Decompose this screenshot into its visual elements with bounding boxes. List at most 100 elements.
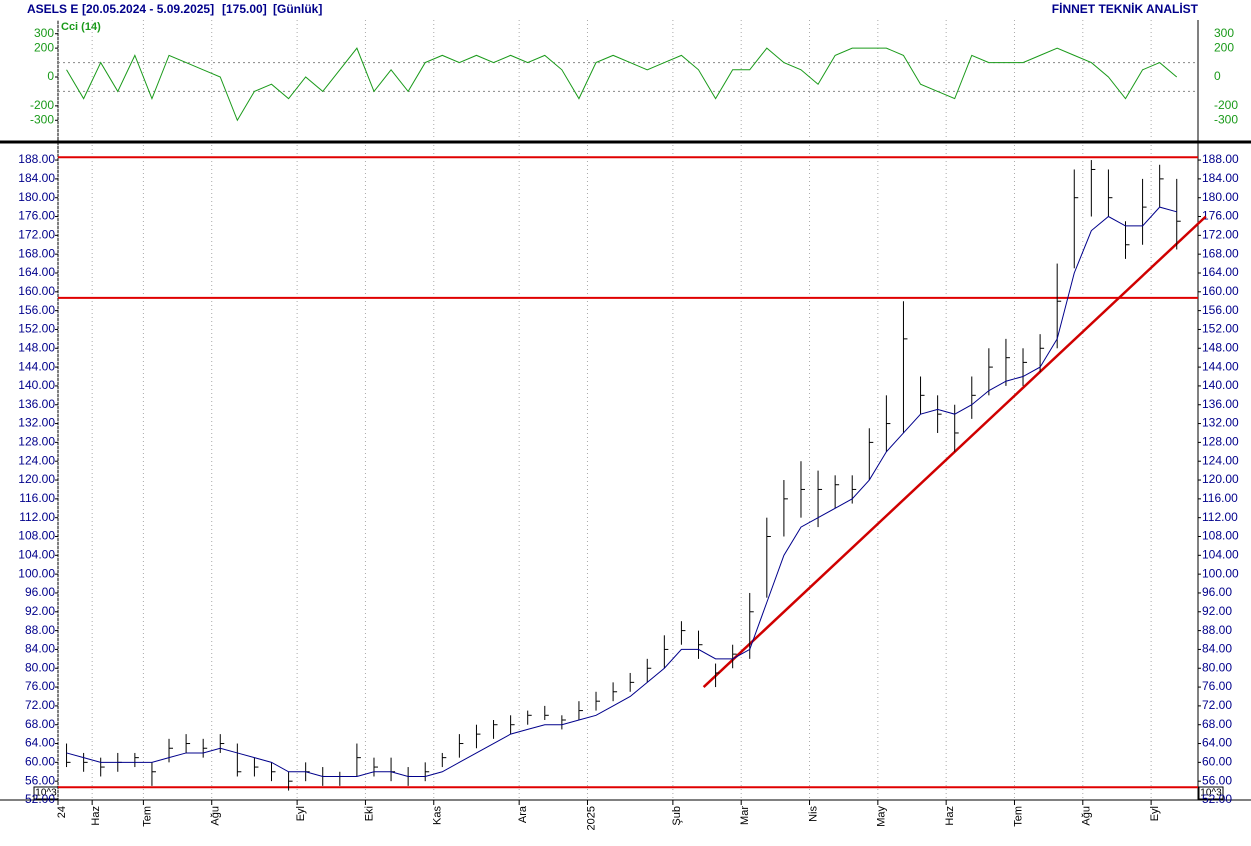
y-tick-label: 60.00: [1202, 755, 1232, 769]
y-tick-label: 100.00: [18, 566, 55, 580]
x-tick-label: 24: [56, 806, 68, 818]
y-tick-label: 140.00: [1202, 378, 1239, 392]
y-tick-label: 184.00: [18, 171, 55, 185]
y-tick-label: 148.00: [1202, 340, 1239, 354]
x-tick-label: 2025: [585, 806, 597, 830]
y-tick-label: 68.00: [1202, 717, 1232, 731]
y-tick-label: 120.00: [18, 472, 55, 486]
brand: FİNNET TEKNİK ANALİST: [1052, 1, 1199, 16]
cci-tick-label: 300: [1214, 26, 1234, 40]
y-tick-label: 136.00: [18, 397, 55, 411]
symbol: ASELS E: [27, 2, 78, 16]
y-tick-label: 80.00: [25, 660, 55, 674]
cci-title: Cci (14): [61, 21, 101, 33]
y-tick-label: 108.00: [18, 529, 55, 543]
y-tick-label: 160.00: [1202, 284, 1239, 298]
x-tick-label: Tem: [141, 806, 153, 827]
y-tick-label: 96.00: [25, 585, 55, 599]
x-tick-label: Haz: [944, 806, 956, 826]
x-tick-label: Şub: [671, 806, 683, 826]
y-tick-label: 148.00: [18, 340, 55, 354]
y-tick-label: 100.00: [1202, 566, 1239, 580]
y-tick-label: 92.00: [25, 604, 55, 618]
y-tick-label: 164.00: [18, 265, 55, 279]
y-tick-label: 128.00: [1202, 435, 1239, 449]
cci-tick-label: 200: [34, 40, 54, 54]
x-tick-label: Tem: [1012, 806, 1024, 827]
y-tick-label: 116.00: [19, 491, 55, 505]
y-tick-label: 168.00: [18, 246, 55, 260]
y-tick-label: 172.00: [1202, 228, 1239, 242]
y-tick-label: 132.00: [1202, 416, 1239, 430]
cci-tick-label: 0: [1214, 69, 1221, 83]
unit-box: [1198, 786, 1224, 800]
y-tick-label: 64.00: [1202, 736, 1232, 750]
y-tick-label: 180.00: [18, 190, 55, 204]
y-tick-label: 124.00: [18, 453, 55, 467]
x-tick-label: Eyl: [295, 806, 307, 821]
cci-tick-label: -300: [30, 112, 54, 126]
y-tick-label: 104.00: [18, 547, 55, 561]
y-tick-label: 156.00: [18, 303, 55, 317]
y-tick-label: 88.00: [1202, 623, 1232, 637]
y-tick-label: 132.00: [18, 416, 55, 430]
y-tick-label: 88.00: [25, 623, 55, 637]
y-tick-label: 84.00: [1202, 642, 1232, 656]
y-tick-label: 64.00: [25, 736, 55, 750]
y-tick-label: 140.00: [18, 378, 55, 392]
y-tick-label: 52.00: [1202, 792, 1232, 806]
y-tick-label: 144.00: [1202, 359, 1239, 373]
x-tick-label: Eyl: [1149, 806, 1161, 821]
y-tick-label: 112.00: [19, 510, 55, 524]
cci-line: [66, 47, 1178, 122]
unit-label: 10^3: [35, 788, 57, 799]
x-tick-label: Ağu: [210, 806, 222, 826]
cci-tick-label: 0: [47, 69, 54, 83]
y-tick-label: 104.00: [1202, 547, 1239, 561]
x-tick-label: Kas: [432, 806, 444, 825]
moving-average: [66, 206, 1177, 777]
x-tick-label: Mar: [739, 806, 751, 825]
unit-label: 10^3: [1200, 788, 1222, 799]
y-tick-label: 164.00: [1202, 265, 1239, 279]
y-tick-label: 136.00: [1202, 397, 1239, 411]
y-tick-label: 68.00: [25, 717, 55, 731]
y-tick-label: 52.00: [25, 792, 55, 806]
last-price: [175.00]: [222, 2, 267, 16]
cci-tick-label: -200: [1214, 98, 1238, 112]
y-tick-label: 160.00: [18, 284, 55, 298]
cci-tick-label: 200: [1214, 40, 1234, 54]
cci-tick-label: -300: [1214, 112, 1238, 126]
cci-tick-label: 300: [34, 26, 54, 40]
y-tick-label: 76.00: [25, 679, 55, 693]
date-range: [20.05.2024 - 5.09.2025]: [82, 2, 214, 16]
x-tick-label: May: [876, 806, 888, 827]
y-tick-label: 168.00: [1202, 246, 1239, 260]
y-tick-label: 172.00: [18, 228, 55, 242]
y-tick-label: 96.00: [1202, 585, 1232, 599]
y-tick-label: 72.00: [1202, 698, 1232, 712]
y-tick-label: 56.00: [1202, 773, 1232, 787]
y-tick-label: 72.00: [25, 698, 55, 712]
y-tick-label: 80.00: [1202, 660, 1232, 674]
y-tick-label: 76.00: [1202, 679, 1232, 693]
y-tick-label: 92.00: [1202, 604, 1232, 618]
x-tick-label: Haz: [90, 806, 102, 826]
x-tick-label: Ara: [517, 805, 529, 823]
y-tick-label: 184.00: [1202, 171, 1239, 185]
y-tick-label: 116.00: [1202, 491, 1238, 505]
y-tick-label: 128.00: [18, 435, 55, 449]
y-tick-label: 152.00: [18, 322, 55, 336]
y-tick-label: 176.00: [18, 209, 55, 223]
y-tick-label: 188.00: [18, 152, 55, 166]
y-tick-label: 60.00: [25, 755, 55, 769]
y-tick-label: 112.00: [1202, 510, 1238, 524]
y-tick-label: 144.00: [18, 359, 55, 373]
y-tick-label: 124.00: [1202, 453, 1239, 467]
y-tick-label: 56.00: [25, 773, 55, 787]
y-tick-label: 188.00: [1202, 152, 1239, 166]
x-tick-label: Nis: [807, 806, 819, 822]
y-tick-label: 176.00: [1202, 209, 1239, 223]
